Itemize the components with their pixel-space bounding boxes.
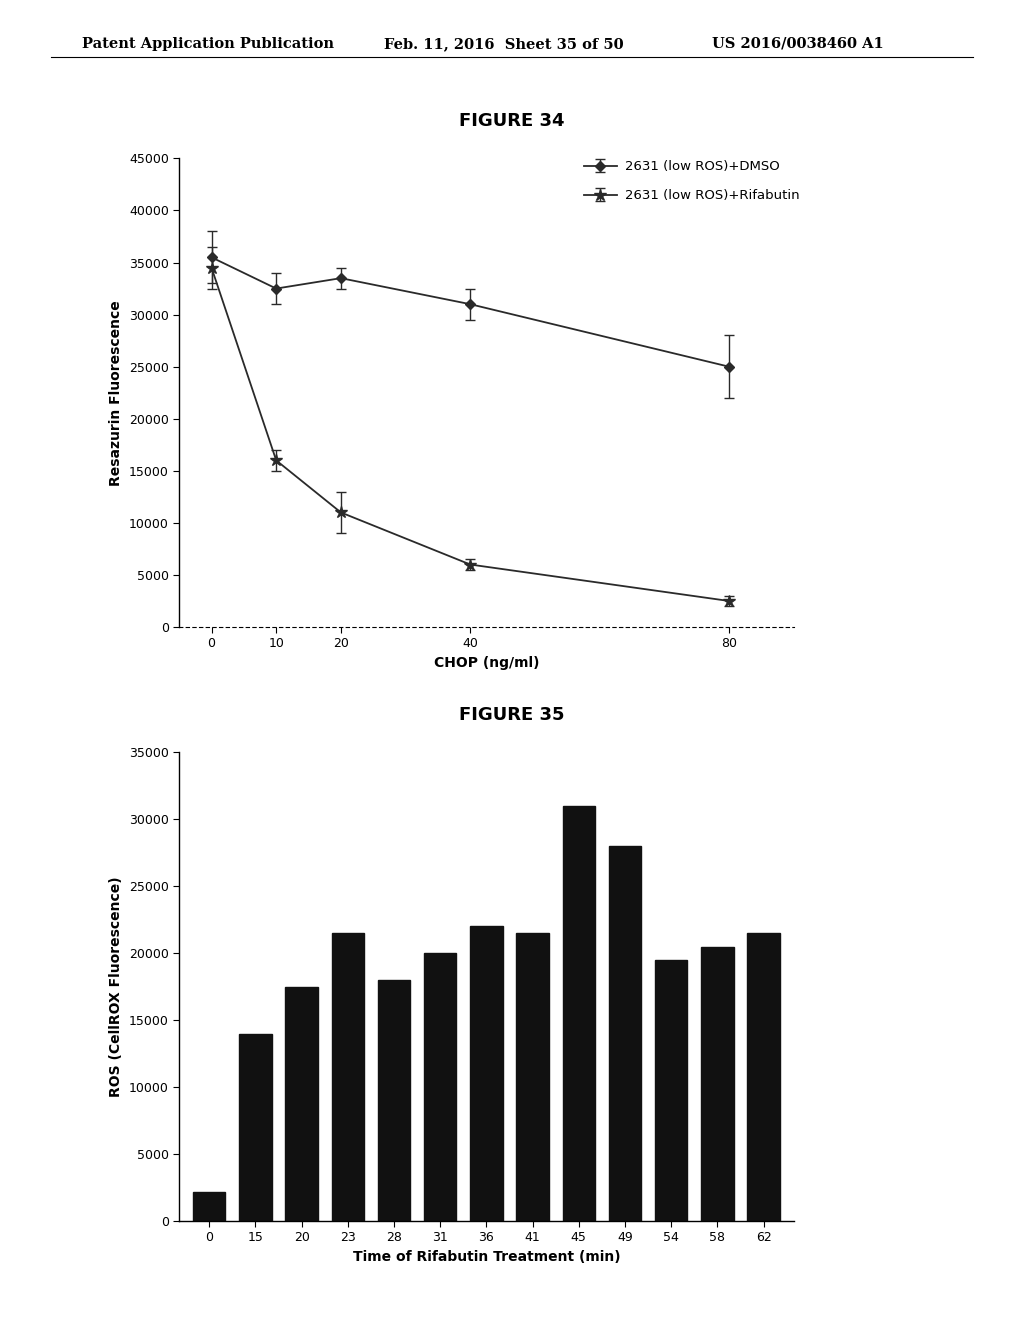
Text: Feb. 11, 2016  Sheet 35 of 50: Feb. 11, 2016 Sheet 35 of 50 [384, 37, 624, 51]
Bar [424, 953, 457, 1221]
Bar [378, 979, 411, 1221]
Y-axis label: Resazurin Fluorescence: Resazurin Fluorescence [110, 300, 123, 486]
Y-axis label: ROS (CellROX Fluorescence): ROS (CellROX Fluorescence) [110, 876, 123, 1097]
Text: FIGURE 34: FIGURE 34 [459, 112, 565, 131]
Bar [655, 960, 687, 1221]
Bar [609, 846, 641, 1221]
Bar [748, 933, 779, 1221]
Text: US 2016/0038460 A1: US 2016/0038460 A1 [712, 37, 884, 51]
Text: FIGURE 35: FIGURE 35 [459, 706, 565, 725]
Bar [332, 933, 364, 1221]
Bar [194, 1192, 225, 1221]
Bar [701, 946, 733, 1221]
Bar [470, 927, 503, 1221]
Bar [562, 807, 595, 1221]
X-axis label: Time of Rifabutin Treatment (min): Time of Rifabutin Treatment (min) [352, 1250, 621, 1265]
Bar [516, 933, 549, 1221]
X-axis label: CHOP (ng/ml): CHOP (ng/ml) [433, 656, 540, 671]
Bar [286, 987, 317, 1221]
Legend: 2631 (low ROS)+DMSO, 2631 (low ROS)+Rifabutin: 2631 (low ROS)+DMSO, 2631 (low ROS)+Rifa… [584, 160, 800, 202]
Bar [240, 1034, 271, 1221]
Text: Patent Application Publication: Patent Application Publication [82, 37, 334, 51]
